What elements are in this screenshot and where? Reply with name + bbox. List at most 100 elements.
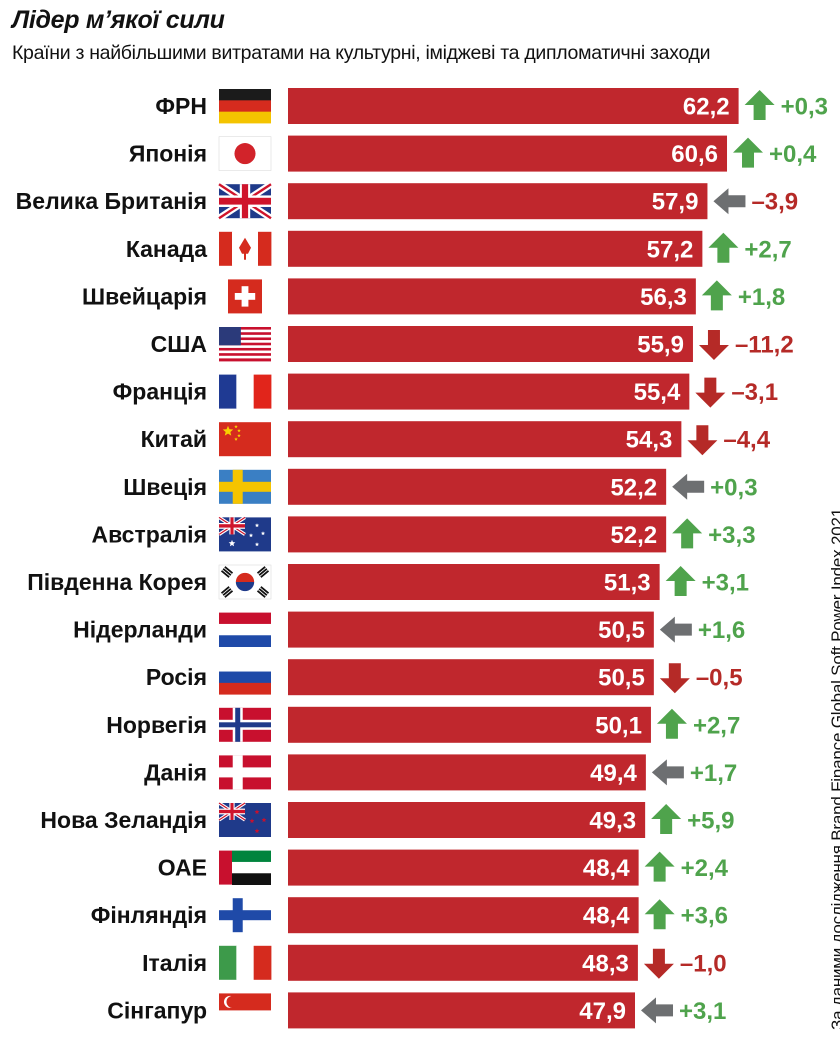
change-label: +1,7: [690, 760, 737, 787]
change-label: –3,1: [731, 379, 778, 406]
flag-uk-icon: [217, 181, 273, 222]
change-label: +3,1: [702, 570, 749, 597]
arrow-left-icon: [672, 473, 705, 500]
chart-subtitle: Країни з найбільшими витратами на культу…: [12, 42, 711, 64]
bar: [288, 230, 703, 267]
chart-title: Лідер м’якої сили: [12, 6, 225, 34]
change-label: +1,8: [738, 284, 785, 311]
value-label: 55,4: [634, 379, 681, 406]
flag-usa-icon: [219, 327, 271, 362]
chart-row: ОАЕ 48,4 +2,4: [158, 849, 729, 886]
arrow-up-icon: [733, 137, 764, 168]
change-label: +3,6: [681, 903, 728, 930]
bar: [288, 326, 693, 362]
change-label: +0,4: [769, 141, 817, 168]
arrow-down-icon: [659, 663, 690, 694]
country-label: Швейцарія: [82, 283, 207, 309]
chart-row: Швеція 52,2 +0,3: [123, 468, 758, 505]
bar: [288, 88, 739, 124]
source-note: За даними дослідження Brand Finance Glob…: [828, 508, 840, 1030]
arrow-up-icon: [644, 899, 675, 930]
chart-row: Китай 54,3 –4,4: [141, 421, 771, 458]
bar: [288, 135, 728, 172]
change-label: –0,5: [696, 665, 743, 692]
chart-row: Австралія 52,2 +3,3: [92, 515, 756, 553]
arrow-up-icon: [656, 708, 687, 739]
chart-row: Південна Корея 51,3 +3,1: [27, 564, 749, 600]
flag-germany-icon: [219, 89, 271, 124]
flag-france-icon: [219, 374, 272, 409]
change-label: +0,3: [781, 94, 828, 121]
arrow-up-icon: [744, 90, 775, 120]
arrow-up-icon: [644, 851, 675, 882]
value-label: 50,5: [598, 665, 645, 692]
flag-canada-icon: [219, 231, 272, 266]
flag-switzerland-icon: [228, 279, 262, 314]
chart-row: Велика Британія 57,9 –3,9: [16, 181, 798, 222]
chart-row: США 55,9 –11,2: [151, 326, 794, 362]
bar: [288, 754, 646, 791]
change-label: +5,9: [687, 808, 734, 835]
bar: [288, 373, 690, 410]
value-label: 57,9: [652, 189, 699, 216]
value-label: 50,5: [598, 617, 645, 644]
arrow-up-icon: [672, 518, 703, 549]
value-label: 55,9: [637, 332, 684, 359]
country-label: Норвегія: [106, 712, 207, 738]
value-label: 56,3: [640, 284, 687, 311]
bar: [288, 278, 696, 315]
bar: [288, 897, 639, 934]
arrow-left-icon: [641, 997, 674, 1024]
flag-denmark-icon: [219, 755, 271, 790]
arrow-down-icon: [643, 948, 674, 979]
arrow-up-icon: [665, 566, 696, 596]
country-label: Велика Британія: [16, 188, 207, 214]
arrow-down-icon: [695, 377, 726, 408]
change-label: –1,0: [680, 950, 727, 977]
arrow-up-icon: [708, 232, 739, 263]
change-label: +1,6: [698, 617, 745, 644]
value-label: 54,3: [626, 427, 673, 454]
country-label: Сінгапур: [107, 997, 207, 1023]
flag-italy-icon: [219, 945, 272, 980]
country-label: Канада: [126, 236, 207, 262]
flag-norway-icon: [219, 707, 271, 742]
value-label: 52,2: [610, 522, 657, 549]
chart-row: Японія 60,6 +0,4: [129, 135, 817, 172]
arrow-left-icon: [713, 188, 746, 215]
country-label: Нідерланди: [73, 617, 207, 643]
chart-row: Фінляндія 48,4 +3,6: [91, 897, 728, 934]
change-label: +2,4: [681, 855, 729, 882]
value-label: 57,2: [647, 236, 694, 263]
arrow-left-icon: [659, 616, 692, 643]
value-label: 49,4: [590, 760, 637, 787]
value-label: 62,2: [683, 94, 730, 121]
bar: [288, 849, 639, 886]
flag-south-korea-icon: [218, 564, 272, 600]
bar: [288, 183, 708, 220]
bar: [288, 802, 646, 838]
change-label: +2,7: [744, 236, 791, 263]
chart-row: Італія 48,3 –1,0: [142, 944, 727, 981]
arrow-down-icon: [687, 425, 718, 456]
chart-row: Нова Зеландія 49,3 +5,9: [40, 801, 735, 838]
bar: [288, 564, 660, 600]
bar: [288, 944, 638, 981]
country-label: Японія: [129, 141, 207, 167]
country-label: ФРН: [155, 93, 207, 119]
bar: [288, 421, 682, 458]
change-label: –3,9: [751, 189, 798, 216]
value-label: 48,4: [583, 903, 630, 930]
bar: [288, 659, 654, 696]
change-label: +3,1: [679, 998, 726, 1025]
chart-row: Швейцарія 56,3 +1,8: [82, 278, 785, 315]
chart-row: Норвегія 50,1 +2,7: [106, 706, 740, 743]
change-label: +3,3: [708, 522, 755, 549]
flag-russia-icon: [219, 660, 271, 695]
chart-row: ФРН 62,2 +0,3: [155, 88, 828, 124]
value-label: 50,1: [595, 712, 642, 739]
flag-uae-icon: [219, 850, 271, 885]
country-label: Нова Зеландія: [40, 807, 207, 833]
country-label: Франція: [113, 379, 207, 405]
